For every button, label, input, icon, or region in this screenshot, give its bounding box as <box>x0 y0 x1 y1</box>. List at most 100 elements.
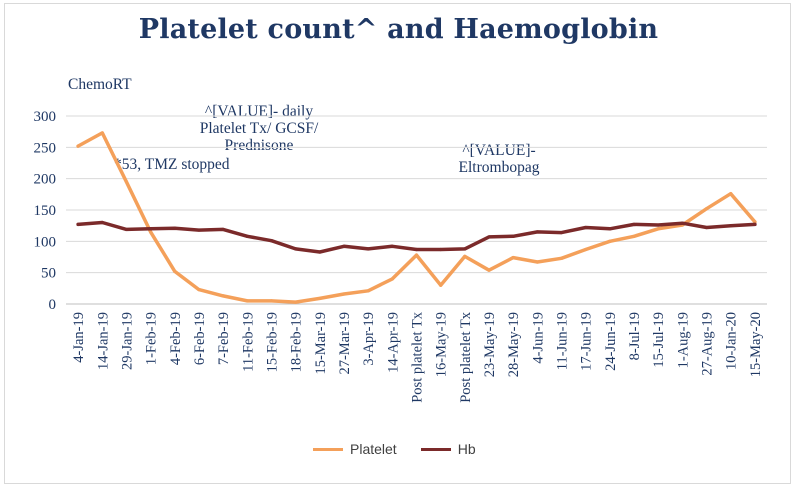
y-tick-label-200: 200 <box>34 172 57 188</box>
x-tick-label: 7-Feb-19 <box>216 312 232 365</box>
x-tick-label: 28-May-19 <box>506 312 522 377</box>
data-point-hb <box>632 222 636 227</box>
data-point-hb <box>342 244 346 248</box>
data-point-platelet <box>221 294 225 298</box>
data-point-hb <box>584 225 588 230</box>
data-point-hb <box>608 227 612 231</box>
line-chart: 0 50 100 150 200 250 300 4-Jan-19 14-Jan-19 29-Ja… <box>34 109 767 403</box>
data-point-hb <box>704 225 709 230</box>
data-point-hb <box>390 244 394 248</box>
data-point-platelet <box>487 268 491 272</box>
data-point-hb <box>197 228 201 232</box>
data-point-platelet <box>318 296 322 300</box>
x-tick-label: 14-Jan-19 <box>95 312 111 370</box>
x-tick-label: 11-Feb-19 <box>240 312 256 372</box>
data-point-platelet <box>149 230 153 234</box>
data-point-hb <box>149 227 153 231</box>
series-line-hb <box>76 220 757 254</box>
x-tick-label: 15-Feb-19 <box>264 312 280 372</box>
data-point-platelet <box>414 253 419 257</box>
x-tick-label: 18-Feb-19 <box>289 312 305 372</box>
series-line-platelet <box>76 131 757 304</box>
data-point-hb <box>559 230 564 235</box>
data-point-hb <box>729 224 733 228</box>
data-point-hb <box>173 226 177 230</box>
data-point-platelet <box>704 207 709 211</box>
x-tick-label: 4-Jun-19 <box>530 312 546 364</box>
data-point-hb <box>318 250 322 254</box>
data-point-platelet <box>463 254 467 258</box>
data-point-platelet <box>245 299 249 303</box>
data-point-platelet <box>632 234 636 238</box>
data-point-hb <box>535 230 539 234</box>
y-tick-label-50: 50 <box>41 266 56 282</box>
data-point-platelet <box>124 180 129 184</box>
data-point-hb <box>366 247 370 251</box>
data-point-hb <box>294 247 298 251</box>
x-tick-label: 4-Jan-19 <box>71 312 87 363</box>
legend-swatch-platelet <box>313 447 343 451</box>
data-point-platelet <box>269 299 274 303</box>
x-tick-label: 6-Feb-19 <box>192 312 208 365</box>
data-point-platelet <box>342 292 346 296</box>
x-tick-label: 27-Aug-19 <box>700 312 716 376</box>
data-point-platelet <box>584 247 588 252</box>
data-point-hb <box>753 222 757 227</box>
x-tick-label: Post platelet Tx <box>410 311 426 403</box>
data-point-hb <box>414 247 419 252</box>
x-tick-label: 17-Jun-19 <box>579 312 595 371</box>
x-tick-label: 15-Mar-19 <box>313 312 329 375</box>
data-point-hb <box>680 221 684 225</box>
x-tick-label: Post platelet Tx <box>458 311 474 403</box>
data-point-platelet <box>173 269 177 274</box>
data-point-platelet <box>294 300 298 304</box>
data-point-hb <box>76 222 80 227</box>
data-point-platelet <box>76 144 80 148</box>
data-point-hb <box>100 220 104 225</box>
data-point-hb <box>221 227 225 232</box>
y-tick-label-250: 250 <box>34 140 57 156</box>
y-tick-label-300: 300 <box>34 109 57 125</box>
x-tick-label: 3-Apr-19 <box>361 312 377 366</box>
data-point-platelet <box>100 131 104 135</box>
x-tick-label: 24-Jun-19 <box>603 312 619 371</box>
data-point-platelet <box>511 256 515 260</box>
x-tick-label: 1-Feb-19 <box>144 312 160 365</box>
chart-frame <box>4 3 791 484</box>
x-tick-label: 4-Feb-19 <box>168 312 184 365</box>
annotation-tmz-stopped: *53, TMZ stopped <box>114 156 230 173</box>
legend-label-platelet: Platelet <box>350 441 397 457</box>
data-point-hb <box>511 234 515 238</box>
x-tick-label: 15-May-20 <box>748 312 764 377</box>
x-tick-label: 11-Jun-19 <box>555 312 571 370</box>
data-point-platelet <box>535 260 539 264</box>
x-tick-label: 16-May-19 <box>434 312 450 377</box>
data-point-hb <box>463 247 467 251</box>
data-point-platelet <box>608 239 612 243</box>
y-tick-label-150: 150 <box>34 203 57 219</box>
data-point-platelet <box>559 256 564 260</box>
data-point-hb <box>439 247 443 252</box>
data-point-hb <box>656 223 660 227</box>
data-point-platelet <box>439 283 443 287</box>
data-point-platelet <box>366 289 370 293</box>
legend-label-hb: Hb <box>457 441 476 457</box>
annotation-chemort: ChemoRT <box>68 76 132 93</box>
annotation-eltrombopag: ^[VALUE]- Eltrombopag <box>458 142 540 176</box>
data-point-platelet <box>197 287 201 292</box>
x-tick-label: 23-May-19 <box>482 312 498 377</box>
data-point-hb <box>487 235 491 239</box>
x-tick-label: 15-Jul-19 <box>651 312 667 368</box>
data-point-platelet <box>390 277 394 281</box>
data-point-platelet <box>729 192 733 196</box>
data-point-hb <box>245 234 249 238</box>
data-point-hb <box>124 227 129 232</box>
x-tick-label: 10-Jan-20 <box>724 312 740 370</box>
legend-swatch-hb <box>420 447 451 451</box>
y-tick-label-0: 0 <box>49 297 57 313</box>
legend-item-hb: Hb <box>420 441 476 457</box>
chart-title: Platelet count^ and Haemoglobin <box>138 14 659 45</box>
x-tick-label: 27-Mar-19 <box>337 312 353 375</box>
x-tick-label: 29-Jan-19 <box>119 312 135 370</box>
y-tick-label-100: 100 <box>34 234 57 250</box>
